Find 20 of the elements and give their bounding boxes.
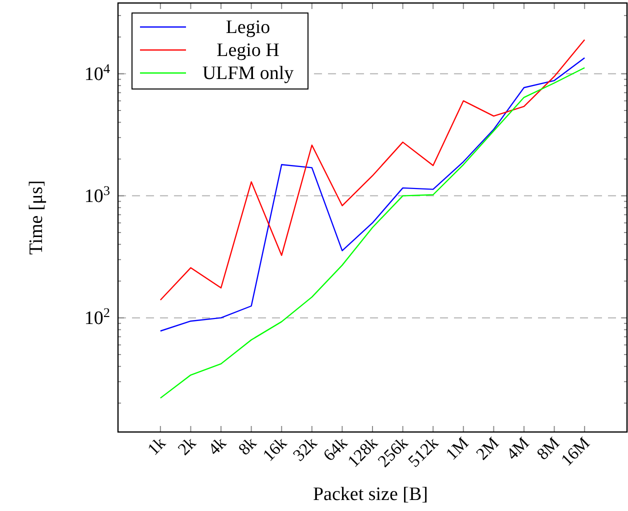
x-tick-label: 16k	[258, 433, 291, 465]
line-series	[160, 39, 586, 301]
legend-label: Legio H	[216, 40, 280, 61]
x-tick-label: 4M	[502, 433, 533, 464]
y-tick-label: 10$^{4}$	[84, 60, 110, 85]
legend-label: Legio	[226, 17, 270, 38]
x-tick-label: 1M	[442, 433, 472, 464]
x-tick-label: 8M	[532, 433, 564, 464]
x-tick-label: 8k	[234, 433, 260, 459]
x-tick-label: 1k	[144, 433, 170, 459]
line-series	[160, 67, 586, 399]
x-tick-label: 32k	[289, 433, 322, 465]
legend-label: ULFM only	[202, 63, 294, 84]
y-tick-label: 10$^{3}$	[84, 182, 110, 207]
x-tick-label: 2M	[472, 433, 503, 464]
y-axis-title: Time [μs]	[26, 180, 47, 255]
y-tick-label: 10$^{2}$	[84, 304, 110, 329]
x-tick-label: 2k	[174, 433, 200, 459]
x-tick-label: 4k	[204, 433, 230, 459]
x-axis-title: Packet size [B]	[312, 484, 428, 505]
